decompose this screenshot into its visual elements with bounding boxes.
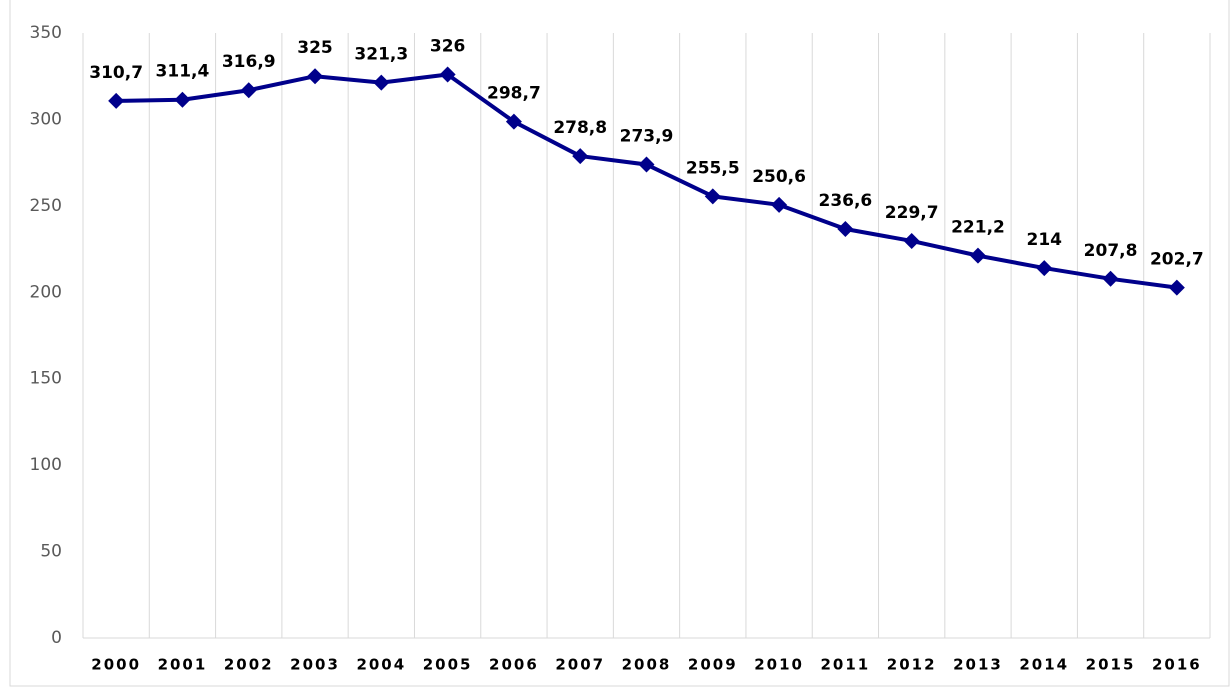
marker bbox=[837, 221, 854, 238]
marker bbox=[373, 74, 390, 91]
marker bbox=[704, 188, 721, 205]
data-label: 250,6 bbox=[752, 167, 806, 187]
y-tick-label: 150 bbox=[30, 369, 62, 389]
marker bbox=[240, 82, 257, 99]
data-label: 236,6 bbox=[818, 191, 872, 211]
data-label: 298,7 bbox=[487, 84, 541, 104]
x-tick-label: 2016 bbox=[1152, 656, 1202, 674]
x-tick-label: 2008 bbox=[622, 656, 672, 674]
marker bbox=[638, 156, 655, 173]
x-tick-label: 2007 bbox=[555, 656, 605, 674]
x-tick-label: 2005 bbox=[423, 656, 473, 674]
x-tick-label: 2010 bbox=[754, 656, 804, 674]
data-label: 273,9 bbox=[620, 127, 674, 147]
data-label: 214 bbox=[1027, 230, 1063, 250]
marker bbox=[439, 66, 456, 83]
marker bbox=[1168, 279, 1185, 296]
data-label: 321,3 bbox=[354, 45, 408, 65]
data-label: 207,8 bbox=[1084, 241, 1138, 261]
data-label: 325 bbox=[297, 38, 333, 58]
marker bbox=[969, 247, 986, 264]
data-label: 229,7 bbox=[885, 203, 939, 223]
x-tick-label: 2002 bbox=[224, 656, 274, 674]
marker bbox=[1102, 270, 1119, 287]
x-tick-label: 2012 bbox=[887, 656, 937, 674]
marker bbox=[572, 148, 589, 165]
data-label: 311,4 bbox=[156, 62, 210, 82]
data-label: 221,2 bbox=[951, 218, 1005, 238]
x-tick-label: 2011 bbox=[821, 656, 871, 674]
data-label: 255,5 bbox=[686, 158, 740, 178]
x-tick-label: 2003 bbox=[290, 656, 340, 674]
x-tick-label: 2009 bbox=[688, 656, 738, 674]
x-tick-label: 2013 bbox=[953, 656, 1003, 674]
y-tick-label: 0 bbox=[51, 628, 62, 648]
marker bbox=[108, 92, 125, 109]
y-tick-label: 300 bbox=[30, 109, 62, 129]
marker bbox=[307, 68, 324, 85]
data-label: 310,7 bbox=[89, 63, 143, 83]
data-label: 316,9 bbox=[222, 52, 276, 72]
chart-frame bbox=[9, 0, 1230, 687]
y-tick-label: 100 bbox=[30, 455, 62, 475]
marker bbox=[505, 113, 522, 130]
marker bbox=[903, 232, 920, 249]
data-label: 326 bbox=[430, 36, 466, 56]
marker bbox=[174, 91, 191, 108]
x-tick-label: 2006 bbox=[489, 656, 539, 674]
x-tick-label: 2004 bbox=[356, 656, 406, 674]
data-label: 278,8 bbox=[553, 118, 607, 138]
x-tick-label: 2000 bbox=[91, 656, 141, 674]
y-tick-label: 50 bbox=[40, 542, 62, 562]
marker bbox=[771, 196, 788, 213]
marker bbox=[1036, 260, 1053, 277]
x-tick-label: 2014 bbox=[1019, 656, 1069, 674]
y-tick-label: 350 bbox=[30, 23, 62, 43]
x-tick-label: 2001 bbox=[158, 656, 208, 674]
data-label: 202,7 bbox=[1150, 250, 1204, 270]
y-tick-label: 250 bbox=[30, 196, 62, 216]
y-tick-label: 200 bbox=[30, 282, 62, 302]
x-tick-label: 2015 bbox=[1086, 656, 1136, 674]
